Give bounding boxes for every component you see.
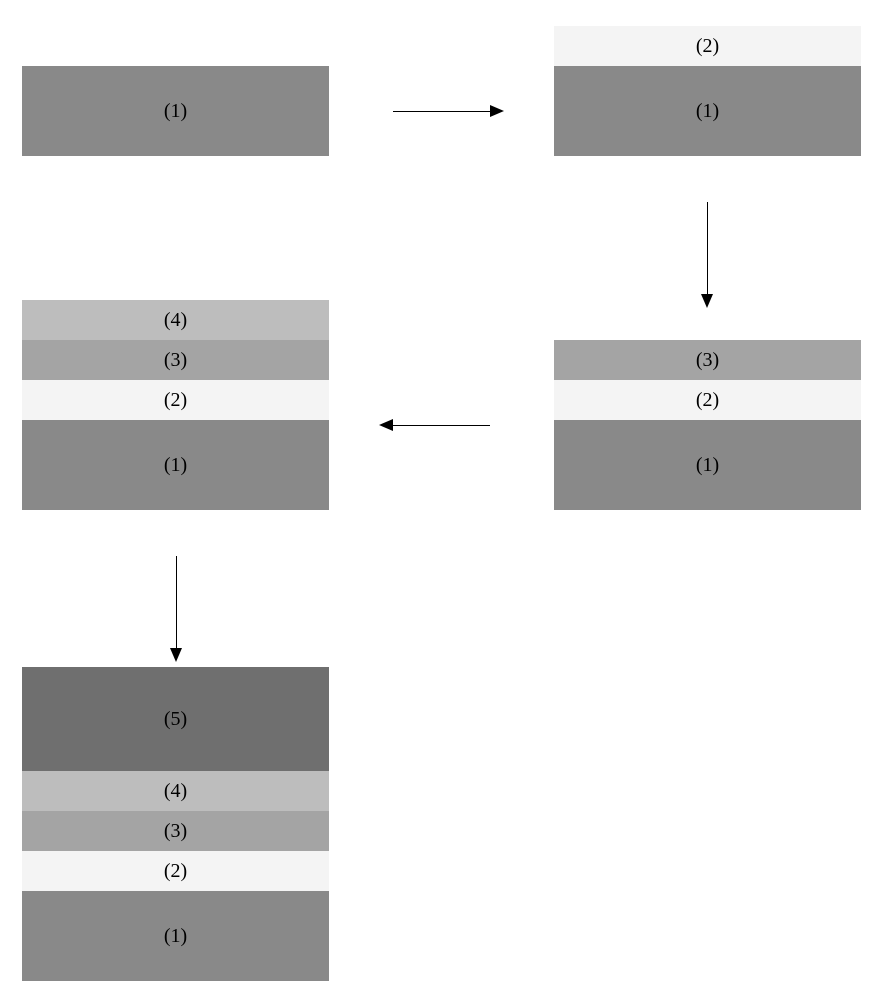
layer-l1: (1)	[554, 420, 861, 510]
layer-label: (1)	[696, 454, 719, 477]
layer-label: (1)	[164, 100, 187, 123]
layer-l3: (3)	[554, 340, 861, 380]
layer-l3: (3)	[22, 811, 329, 851]
layer-label: (2)	[696, 389, 719, 412]
stack-a: (1)	[22, 66, 329, 156]
layer-label: (2)	[164, 389, 187, 412]
layer-label: (2)	[696, 35, 719, 58]
layer-l1: (1)	[22, 66, 329, 156]
layer-label: (4)	[164, 309, 187, 332]
layer-l1: (1)	[22, 891, 329, 981]
layer-label: (1)	[164, 454, 187, 477]
stack-e: (5) (4) (3) (2) (1)	[22, 667, 329, 981]
layer-l5: (5)	[22, 667, 329, 771]
stack-d: (4) (3) (2) (1)	[22, 300, 329, 510]
layer-label: (5)	[164, 708, 187, 731]
layer-label: (1)	[696, 100, 719, 123]
layer-label: (3)	[164, 820, 187, 843]
layer-label: (3)	[696, 349, 719, 372]
layer-label: (3)	[164, 349, 187, 372]
layer-l1: (1)	[22, 420, 329, 510]
stack-b: (2) (1)	[554, 26, 861, 156]
layer-l2: (2)	[22, 380, 329, 420]
layer-l4: (4)	[22, 771, 329, 811]
stack-c: (3) (2) (1)	[554, 340, 861, 510]
layer-l3: (3)	[22, 340, 329, 380]
layer-label: (2)	[164, 860, 187, 883]
layer-label: (4)	[164, 780, 187, 803]
layer-l4: (4)	[22, 300, 329, 340]
layer-l1: (1)	[554, 66, 861, 156]
layer-l2: (2)	[554, 380, 861, 420]
layer-label: (1)	[164, 925, 187, 948]
layer-l2: (2)	[554, 26, 861, 66]
layer-l2: (2)	[22, 851, 329, 891]
